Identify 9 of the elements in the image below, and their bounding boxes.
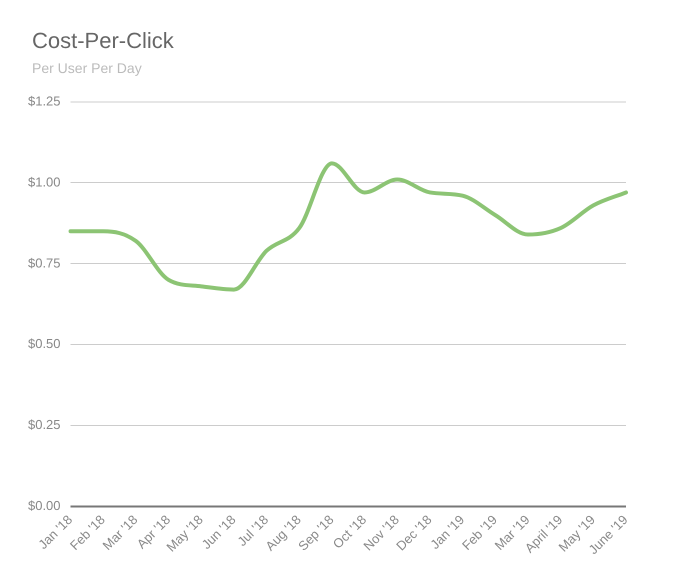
y-tick-label: $0.25 <box>28 417 61 432</box>
line-series <box>68 161 628 292</box>
y-tick-label: $0.75 <box>28 255 61 270</box>
y-tick-label: $1.25 <box>28 93 61 108</box>
y-tick-label: $0.00 <box>28 498 61 514</box>
chart-subtitle: Per User Per Day <box>32 60 143 76</box>
y-tick-label: $0.50 <box>28 336 61 352</box>
chart-title: Cost-Per-Click <box>32 28 175 54</box>
y-tick-label: $1.00 <box>28 174 61 190</box>
